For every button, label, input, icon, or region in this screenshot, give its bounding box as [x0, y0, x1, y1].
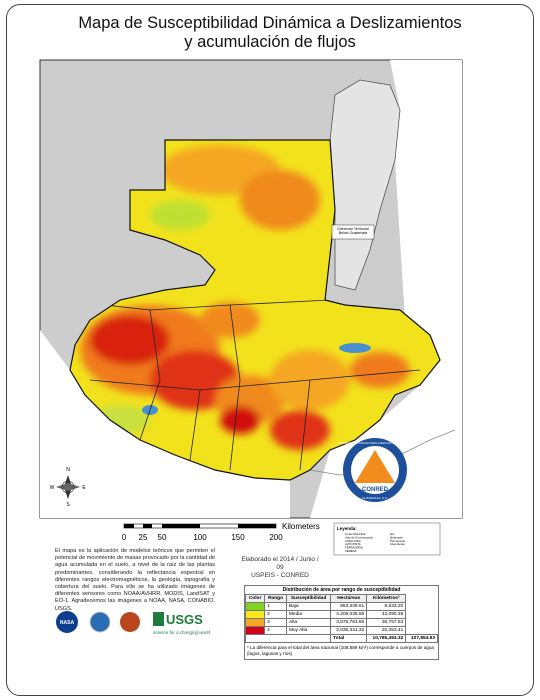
credits: Elaborado el 2014 / Junio / 09 USPEIS - C…	[240, 556, 320, 580]
territory-note: Diferendo Territorial Belice-Guatemala	[337, 227, 369, 236]
header-cell: Color	[244, 594, 266, 603]
table-cell: Baja	[285, 602, 332, 611]
table-title: Distribución de área por rango de suscep…	[282, 587, 401, 593]
legend-item: ASFALTADA	[345, 539, 361, 543]
table-cell: 4	[264, 626, 287, 635]
color-swatch	[244, 602, 266, 611]
legend-item: VEREDA	[345, 549, 357, 553]
legend-box	[333, 522, 441, 556]
table-cell: 2,035,341.32	[330, 626, 368, 635]
total-row: Total 10,785,493.32 107,854.93	[244, 634, 438, 643]
date: Elaborado el 2014 / Junio / 09	[241, 556, 319, 571]
legend-item: Vías de Comunicación	[345, 535, 373, 539]
table-cell: 4,209,035.55	[330, 610, 368, 619]
nasa-text: NASA	[60, 620, 75, 626]
table-cell: 36,757.83	[366, 618, 407, 627]
table-row: 4 Muy Alta 2,035,341.32 20,353.41	[244, 626, 438, 635]
legend-title: Leyenda:	[337, 526, 357, 531]
scale-label: 0	[122, 533, 127, 542]
legend-item: TERRACERIA	[345, 546, 363, 550]
conred-place: GUATEMALA, C.A.	[362, 496, 388, 500]
usgs-text: USGS	[166, 612, 203, 627]
noaa-logo	[89, 611, 111, 633]
table-cell: 8,533.20	[366, 602, 407, 611]
org: USPEIS - CONRED	[251, 572, 309, 579]
table-cell: Media	[285, 610, 332, 619]
scale-label: 50	[158, 533, 167, 542]
table-cell: Muy Alta	[285, 626, 332, 635]
usgs-mark	[153, 612, 164, 626]
color-swatch	[244, 618, 266, 627]
scale-unit: Kilometers	[282, 522, 320, 531]
total-cell: 10,785,493.32	[366, 634, 407, 643]
header-row: Color Rango Susceptibilidad Hectáreas Kilóme…	[244, 594, 438, 603]
compass-s: S	[66, 502, 70, 508]
compass-w: W	[50, 485, 55, 491]
description: El mapa es la aplicación de modelos teór…	[55, 548, 215, 612]
total-cell: 107,854.93	[405, 634, 438, 643]
conred-triangle	[355, 450, 395, 483]
nasa-logo	[56, 611, 78, 633]
legend-item: Río	[390, 532, 395, 536]
legend-item: Límite Municipal	[345, 532, 366, 536]
emblem-logo	[120, 612, 140, 632]
header-cell: Kilómetros²	[366, 594, 407, 603]
area-table: Distribución de área por rango de suscep…	[244, 585, 439, 660]
table-cell: Alta	[285, 618, 332, 627]
scale-label: 200	[269, 533, 283, 542]
pacific	[40, 330, 290, 518]
compass-n: N	[66, 467, 70, 473]
total-cell: Total	[330, 634, 368, 643]
country-border	[69, 139, 441, 481]
scale-label: 150	[231, 533, 245, 542]
table-cell: 20,353.41	[366, 626, 407, 635]
legend-item: AUTOPISTA	[345, 542, 361, 546]
frame	[6, 4, 534, 696]
table-cell: 42,090.35	[366, 610, 407, 619]
table-row: 2 Media 4,209,035.55 42,090.35	[244, 610, 438, 619]
title: y acumulación de flujos	[184, 33, 356, 51]
conred-name: CONRED	[362, 487, 389, 493]
table-cell	[244, 634, 332, 643]
legend-item: Intermitente	[390, 542, 405, 546]
header-cell: Rango	[264, 594, 287, 603]
compass	[56, 475, 80, 499]
usgs-tagline: science for a changing world	[153, 630, 211, 635]
compass-e: E	[82, 485, 86, 491]
scale-label: 100	[193, 533, 207, 542]
table-cell: 3	[264, 618, 287, 627]
caribbean	[310, 60, 462, 518]
title: Mapa de Susceptibilidad Dinámica a Desli…	[78, 14, 462, 32]
table-footnote: * La diferencia para el total del área n…	[247, 645, 434, 656]
table: Color Rango Susceptibilidad Hectáreas Kilóme…	[244, 594, 438, 643]
table-row: 1 Baja 853,339.61 8,533.20	[244, 602, 438, 611]
table-row: 3 Alta 3,675,783.65 36,757.83	[244, 618, 438, 627]
legend-item: Permanente	[390, 539, 406, 543]
header-cell: Hectáreas	[330, 594, 368, 603]
color-swatch	[244, 610, 266, 619]
color-swatch	[244, 626, 266, 635]
table-cell: 2	[264, 610, 287, 619]
scale-label: 25	[139, 533, 148, 542]
note-box	[331, 224, 375, 240]
table-cell: 3,675,783.65	[330, 618, 368, 627]
header-cell: Susceptibilidad	[285, 594, 332, 603]
conred-ring: COORDINADORA NACIONAL PARA LA REDUCCIÓN …	[338, 442, 412, 445]
table-cell: 853,339.61	[330, 602, 368, 611]
scale-bar	[123, 523, 277, 529]
table-cell: 1	[264, 602, 287, 611]
legend-item: Quebrada	[390, 535, 403, 539]
